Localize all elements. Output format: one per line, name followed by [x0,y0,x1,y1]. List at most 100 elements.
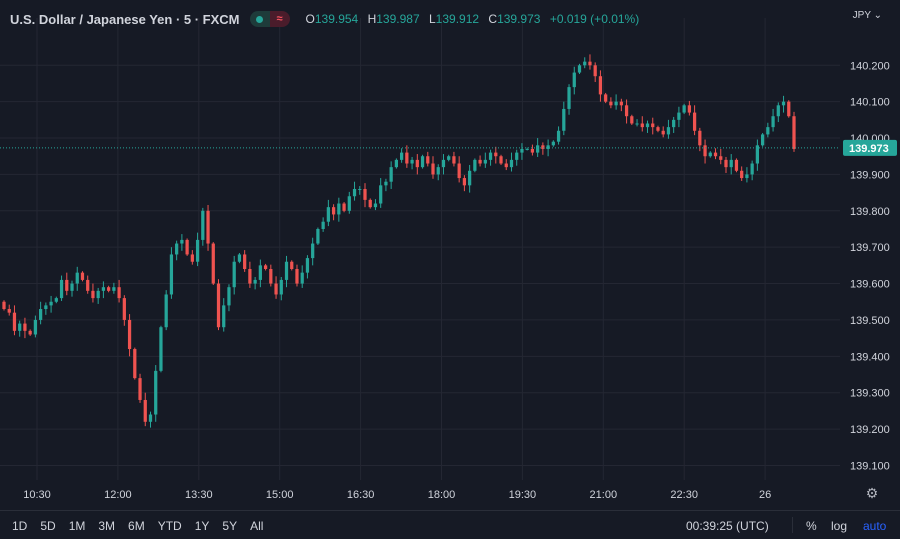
candle-body [337,203,341,215]
candle-body [457,163,461,179]
candle-body [420,156,425,168]
range-button-ytd[interactable]: YTD [157,519,182,533]
candle-body [452,156,456,164]
candle-body [530,148,535,153]
candle-body [426,156,430,164]
candlestick-series [2,54,796,428]
utc-clock[interactable]: 00:39:25 (UTC) [686,519,769,533]
range-button-5d[interactable]: 5D [40,519,56,533]
candle-body [776,105,780,117]
candle-body [598,76,603,95]
candle-body [661,130,665,135]
candle-body [734,159,739,171]
range-button-1d[interactable]: 1D [12,519,28,533]
eye-toggle-icon[interactable] [249,11,270,27]
toolbar-divider [792,517,793,533]
price-tick-label: 139.500 [850,315,890,327]
candle-body [295,269,299,284]
candle-body [117,287,121,299]
wave-icon[interactable]: ≈ [269,11,290,27]
candle-body [431,163,435,175]
candle-body [520,148,524,153]
price-axis[interactable]: 140.200140.100140.000139.900139.800139.7… [850,60,890,472]
time-tick-label: 16:30 [347,489,375,501]
candle-body [760,134,765,146]
candle-body [729,159,733,168]
candle-body [300,272,304,284]
time-tick-label: 15:00 [266,489,294,501]
price-tick-label: 139.600 [850,279,890,291]
candle-body [59,279,64,299]
candle-body [645,123,650,128]
candle-body [630,116,634,124]
price-tick-label: 139.800 [850,206,890,218]
candle-body [536,145,540,153]
candle-body [509,159,514,168]
candle-body [258,265,262,280]
candle-body [321,221,325,229]
time-tick-label: 13:30 [185,489,213,501]
candle-body [195,239,200,262]
candle-body [33,319,38,335]
range-button-all[interactable]: All [250,519,264,533]
candle-body [755,145,759,164]
range-button-6m[interactable]: 6M [128,519,145,533]
grid-lines [0,18,840,480]
settings-gear-icon[interactable]: ⚙ [865,485,879,501]
candle-body [708,152,712,157]
candle-body [363,188,367,200]
percent-scale-button[interactable]: % [806,519,817,533]
candle-body [352,188,357,197]
low-value: 139.912 [435,12,480,26]
log-scale-button[interactable]: log [831,519,848,533]
candle-body [389,167,393,182]
candle-body [164,294,168,328]
candle-body [201,210,205,240]
candle-body [101,287,106,291]
auto-scale-button[interactable]: auto [863,519,887,533]
candle-body [410,159,414,164]
candle-body [290,261,294,270]
candle-body [185,239,189,255]
candle-body [86,279,90,291]
candle-body [551,141,555,146]
chart-header: U.S. Dollar / Japanese Yen · 5 · FXCM ≈ … [10,10,645,28]
range-button-1m[interactable]: 1M [68,519,86,533]
range-button-1y[interactable]: 1Y [194,519,210,533]
candle-body [441,159,446,168]
candle-body [640,123,644,128]
candle-body [211,243,215,284]
price-chart[interactable]: 140.200140.100140.000139.900139.800139.7… [0,0,900,510]
time-tick-label: 26 [759,489,771,501]
candle-body [96,290,100,299]
candle-body [138,378,142,400]
symbol-title[interactable]: U.S. Dollar / Japanese Yen · 5 · FXCM [10,11,240,27]
candle-body [604,94,608,102]
candle-body [44,305,48,310]
range-buttons: 1D 5D 1M 3M 6M YTD 1Y 5Y All [12,519,276,533]
candle-body [546,145,550,149]
time-tick-label: 12:00 [104,489,132,501]
candle-body [148,414,153,422]
time-tick-label: 21:00 [590,489,618,501]
time-axis[interactable]: 10:30 12:00 13:30 15:00 16:30 18:00 19:30 21:00… [23,489,771,501]
candle-body [399,152,404,160]
candle-body [216,283,221,328]
open-value: 139.954 [314,12,359,26]
close-label: C [488,12,498,26]
ohlc-readout: O139.954 H139.987 L139.912 C139.973 +0.0… [306,12,646,26]
candle-body [91,290,95,299]
candle-body [572,72,576,88]
candle-body [415,159,419,168]
range-button-5y[interactable]: 5Y [222,519,238,533]
range-button-3m[interactable]: 3M [98,519,116,533]
candle-body [541,145,545,149]
time-tick-label: 22:30 [670,489,698,501]
candle-body [488,152,493,160]
candle-body [7,309,11,313]
candle-body [175,243,179,255]
price-tick-label: 139.900 [850,169,890,181]
candle-body [567,87,571,109]
currency-select[interactable]: JPY ⌄ [853,10,882,21]
candle-body [248,269,252,284]
